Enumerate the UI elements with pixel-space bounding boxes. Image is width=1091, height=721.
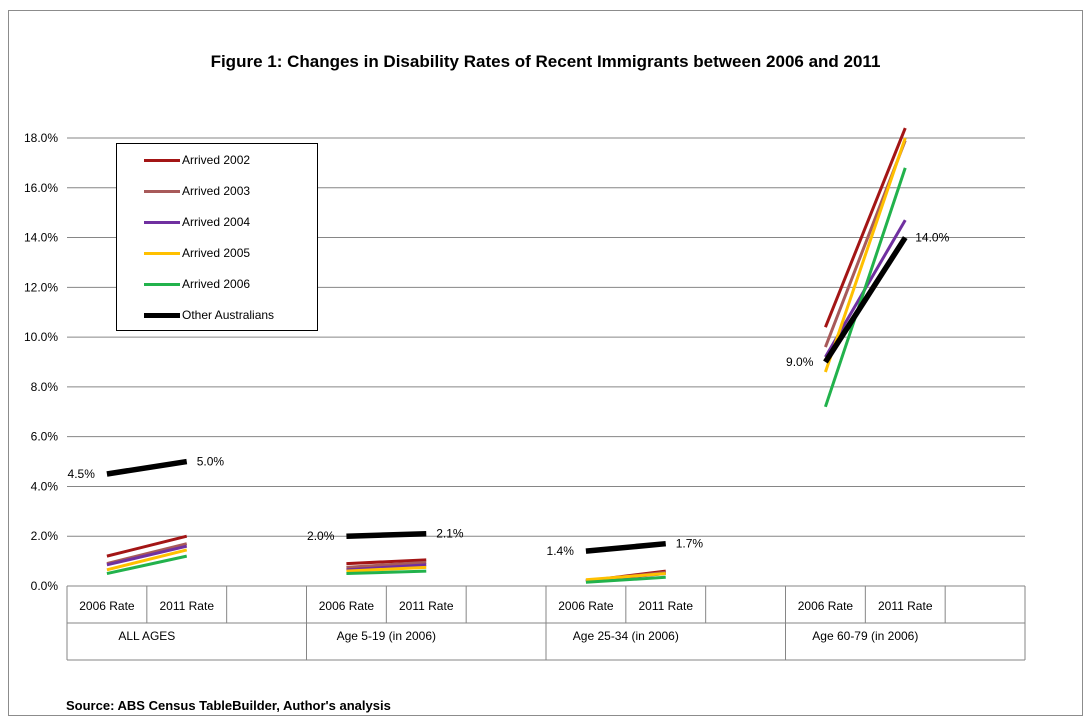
- x-tick-label: 2011 Rate: [160, 599, 215, 613]
- series-line-other-australians: [585, 540, 667, 554]
- series-line-arrived-2005: [346, 565, 427, 573]
- data-label: 1.7%: [676, 537, 704, 551]
- data-label: 1.4%: [547, 544, 575, 558]
- legend-label: Arrived 2004: [182, 215, 251, 229]
- y-tick-label: 16.0%: [24, 181, 58, 195]
- series-line-arrived-2005: [585, 572, 666, 582]
- y-tick-label: 12.0%: [24, 280, 58, 294]
- series-line-arrived-2006: [106, 554, 188, 576]
- source-note: Source: ABS Census TableBuilder, Author'…: [66, 698, 391, 713]
- y-tick-label: 4.0%: [31, 479, 59, 493]
- series-line-arrived-2002: [346, 558, 427, 566]
- series-line-arrived-2002: [106, 534, 188, 558]
- series-line-other-australians: [823, 236, 908, 364]
- legend-label: Arrived 2002: [182, 153, 251, 167]
- legend-label: Other Australians: [182, 308, 275, 322]
- legend-swatch: [144, 220, 180, 224]
- legend: Arrived 2002 Arrived 2003 Arrived 2004 Arri…: [116, 143, 318, 331]
- legend-label: Arrived 2003: [182, 184, 251, 198]
- legend-item: Arrived 2004: [144, 214, 250, 230]
- chart-title: Figure 1: Changes in Disability Rates of…: [210, 52, 881, 71]
- y-tick-label: 8.0%: [31, 380, 59, 394]
- data-label: 2.0%: [307, 529, 335, 543]
- series-line-arrived-2006: [585, 575, 666, 584]
- legend-swatch: [144, 312, 180, 318]
- y-tick-label: 0.0%: [31, 579, 59, 593]
- y-tick-label: 14.0%: [24, 231, 58, 245]
- group-label: Age 25-34 (in 2006): [573, 629, 679, 643]
- series-line-arrived-2005: [106, 548, 188, 572]
- data-label: 9.0%: [786, 355, 814, 369]
- legend-item: Arrived 2003: [144, 183, 250, 199]
- series-line-arrived-2006: [346, 569, 427, 576]
- legend-swatch: [144, 251, 180, 255]
- group-label: Age 5-19 (in 2006): [337, 629, 436, 643]
- y-tick-label: 10.0%: [24, 330, 58, 344]
- data-label: 4.5%: [68, 467, 96, 481]
- legend-swatch: [144, 189, 180, 193]
- y-tick-label: 2.0%: [31, 529, 59, 543]
- series-line-arrived-2006: [823, 167, 907, 408]
- data-label: 2.1%: [436, 527, 464, 541]
- chart-frame: [8, 10, 1083, 716]
- series-line-arrived-2004: [106, 544, 188, 567]
- series-line-arrived-2002: [824, 127, 907, 328]
- data-label: 14.0%: [915, 231, 949, 245]
- series-line-arrived-2003: [346, 560, 427, 569]
- x-tick-label: 2006 Rate: [558, 599, 614, 613]
- y-tick-label: 18.0%: [24, 131, 58, 145]
- legend-swatch: [144, 158, 180, 162]
- legend-item: Arrived 2005: [144, 245, 250, 261]
- legend-swatch: [144, 282, 180, 286]
- data-label: 5.0%: [197, 455, 225, 469]
- x-tick-label: 2011 Rate: [639, 599, 694, 613]
- legend-item: Other Australians: [144, 307, 274, 323]
- x-tick-label: 2011 Rate: [878, 599, 933, 613]
- x-tick-label: 2006 Rate: [79, 599, 135, 613]
- y-tick-label: 6.0%: [31, 430, 59, 444]
- x-tick-label: 2006 Rate: [798, 599, 854, 613]
- legend-label: Arrived 2005: [182, 246, 251, 260]
- group-label: ALL AGES: [118, 629, 175, 643]
- group-label: Age 60-79 (in 2006): [812, 629, 918, 643]
- series-line-other-australians: [346, 530, 427, 539]
- legend-label: Arrived 2006: [182, 277, 251, 291]
- series-line-arrived-2005: [823, 137, 907, 373]
- x-tick-label: 2011 Rate: [399, 599, 454, 613]
- x-tick-label: 2006 Rate: [319, 599, 375, 613]
- legend-item: Arrived 2006: [144, 276, 250, 292]
- series-line-other-australians: [106, 458, 188, 477]
- legend-item: Arrived 2002: [144, 152, 250, 168]
